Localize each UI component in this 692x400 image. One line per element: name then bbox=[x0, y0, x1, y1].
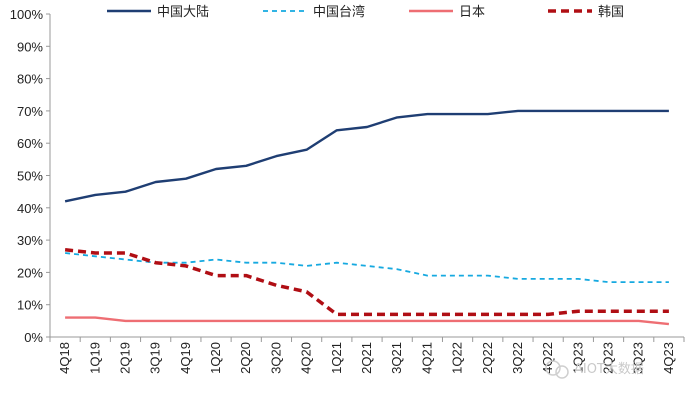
x-tick-label: 1Q22 bbox=[450, 342, 465, 374]
y-tick-label: 30% bbox=[17, 233, 43, 248]
legend-label-1: 中国台湾 bbox=[313, 4, 365, 20]
x-tick-label: 3Q23 bbox=[631, 342, 646, 374]
watermark-text: AIOT大数据 bbox=[574, 362, 644, 377]
x-tick-label: 3Q19 bbox=[148, 342, 163, 374]
y-tick-label: 100% bbox=[10, 7, 44, 22]
x-tick-label: 4Q18 bbox=[57, 342, 72, 374]
x-tick-label: 2Q20 bbox=[238, 342, 253, 374]
y-tick-label: 20% bbox=[17, 265, 43, 280]
x-tick-label: 2Q23 bbox=[601, 342, 616, 374]
x-tick-label: 4Q19 bbox=[178, 342, 193, 374]
x-tick-label: 4Q23 bbox=[661, 342, 676, 374]
x-tick-label: 3Q21 bbox=[389, 342, 404, 374]
x-tick-label: 1Q21 bbox=[329, 342, 344, 374]
x-tick-label: 4Q21 bbox=[419, 342, 434, 374]
y-tick-label: 90% bbox=[17, 39, 43, 54]
x-tick-label: 3Q20 bbox=[268, 342, 283, 374]
x-tick-label: 2Q19 bbox=[117, 342, 132, 374]
y-tick-label: 10% bbox=[17, 298, 43, 313]
x-tick-label: 4Q22 bbox=[540, 342, 555, 374]
watermark-wechat-icon bbox=[545, 360, 561, 376]
y-tick-label: 40% bbox=[17, 201, 43, 216]
legend: 中国大陆 中国台湾 日本 韩国 bbox=[107, 4, 624, 20]
series-line-1 bbox=[65, 252, 669, 284]
legend-label-3: 韩国 bbox=[598, 5, 624, 20]
x-tick-label: 2Q22 bbox=[480, 342, 495, 374]
x-tick-label: 3Q22 bbox=[510, 342, 525, 374]
x-tick-label: 1Q20 bbox=[208, 342, 223, 374]
y-tick-label: 50% bbox=[17, 169, 43, 184]
y-axis: 0% 10% 20% 30% 40% 50% 60% 70% 80% 90% 100% bbox=[10, 7, 51, 345]
series-layer bbox=[64, 109, 670, 326]
x-axis: 4Q18 1Q19 2Q19 3Q19 4Q19 1Q20 2Q20 3Q20 4Q20 1Q21… bbox=[49, 336, 685, 374]
legend-label-0: 中国大陆 bbox=[157, 4, 209, 20]
series-line-2 bbox=[65, 316, 670, 326]
y-tick-label: 70% bbox=[17, 104, 43, 119]
y-tick-label: 80% bbox=[17, 72, 43, 87]
x-tick-label: 2Q21 bbox=[359, 342, 374, 374]
series-line-0 bbox=[64, 109, 669, 203]
legend-label-2: 日本 bbox=[459, 5, 485, 20]
y-tick-label: 60% bbox=[17, 136, 43, 151]
watermark: AIOT大数据 bbox=[545, 360, 644, 379]
x-tick-label: 1Q23 bbox=[570, 342, 585, 374]
series-line-3 bbox=[64, 248, 669, 317]
x-tick-label: 4Q20 bbox=[299, 342, 314, 374]
y-tick-label: 0% bbox=[24, 330, 43, 345]
x-tick-label: 1Q19 bbox=[87, 342, 102, 374]
watermark-wechat-icon-2 bbox=[555, 365, 569, 379]
